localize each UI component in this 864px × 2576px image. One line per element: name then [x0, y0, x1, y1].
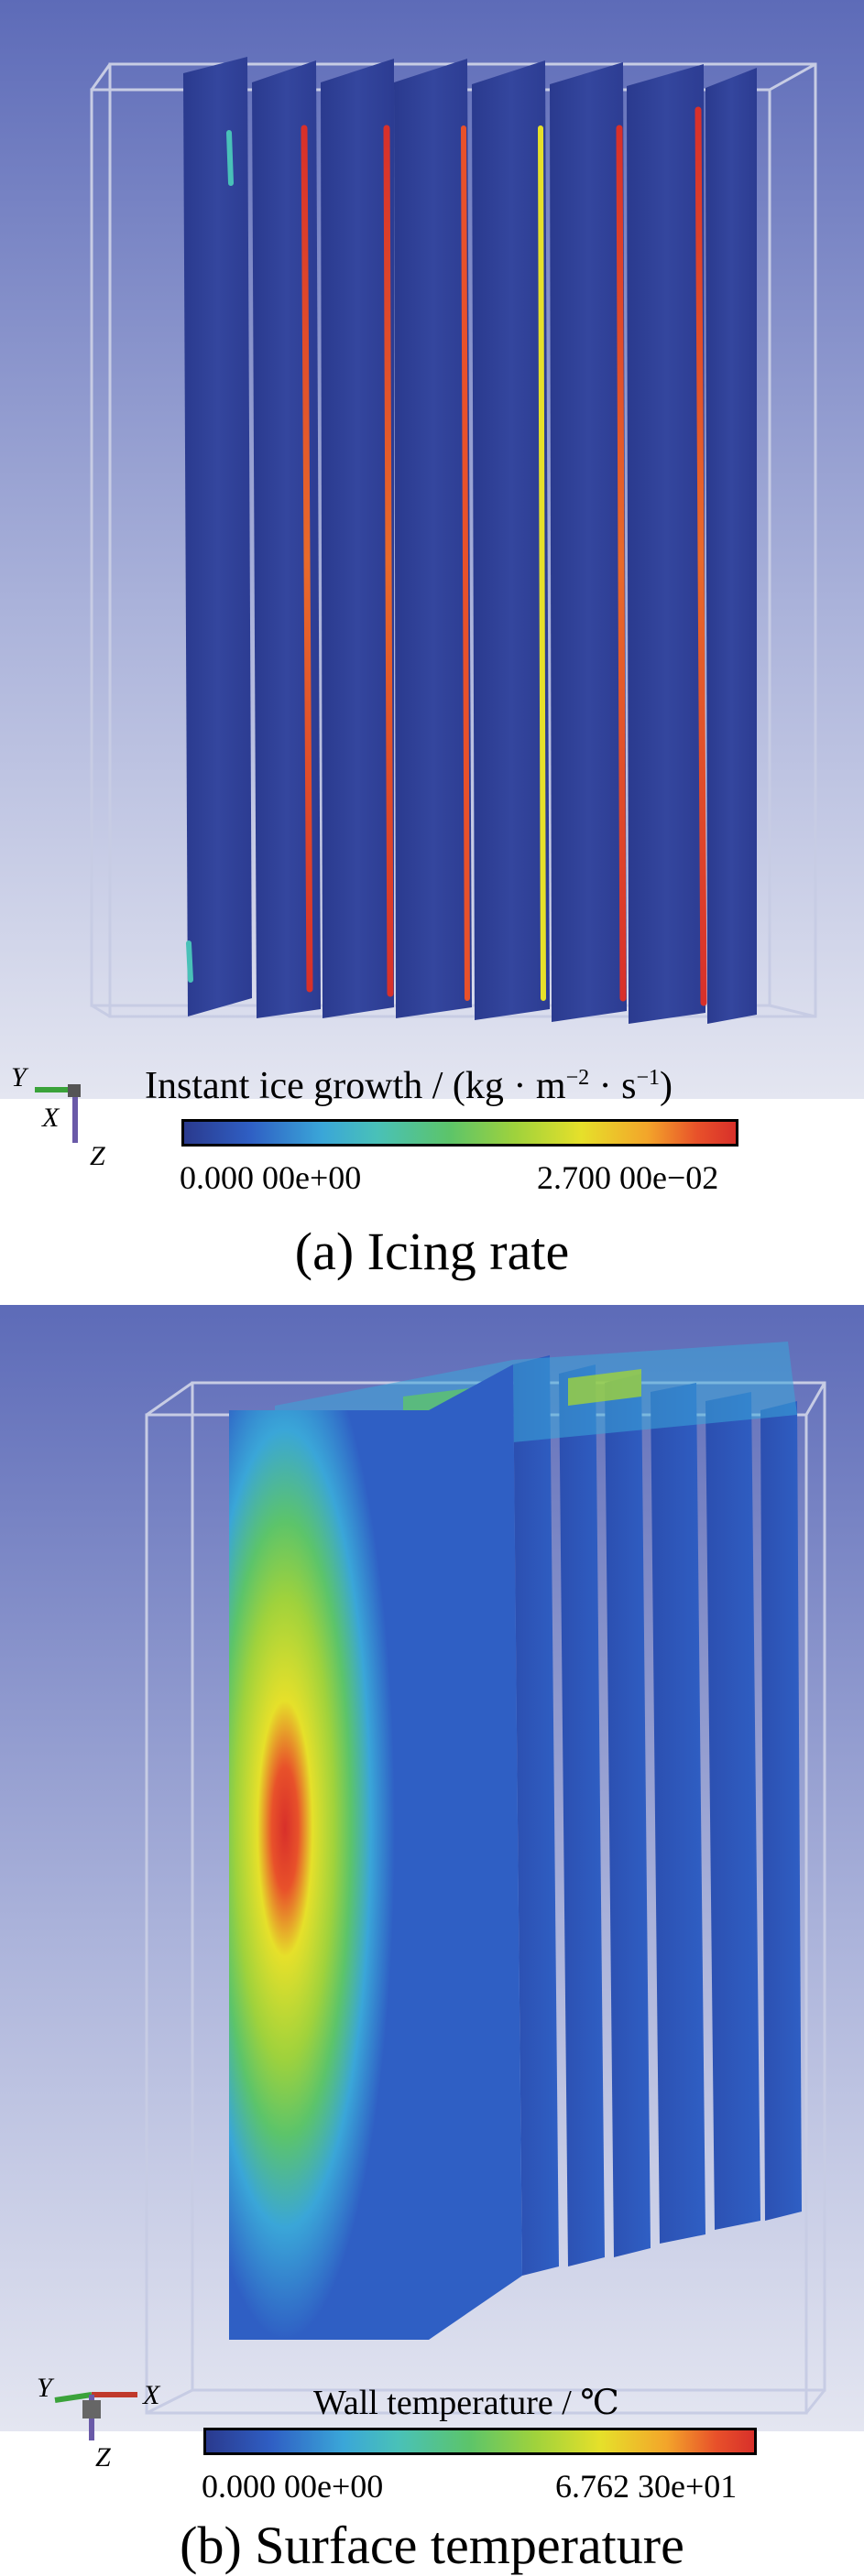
axis-y-arrow [54, 2392, 93, 2403]
fin-back-4 [651, 1383, 705, 2244]
axis-label-y: Y [37, 2373, 55, 2403]
fin-8 [705, 68, 757, 1024]
axis-label-x: X [41, 1103, 60, 1133]
axis-origin [68, 1084, 81, 1097]
axis-label-x: X [142, 2380, 161, 2410]
caption: (b) Surface temperature [180, 2516, 684, 2575]
axis-label-z: Z [95, 2442, 111, 2473]
colorbar-min-label: 0.000 00e+00 [180, 1159, 362, 1196]
fin-back-5 [705, 1392, 760, 2230]
axis-triad [54, 2392, 137, 2440]
fin-array [183, 57, 757, 1024]
fin-back-1 [513, 1355, 559, 2276]
fin-back-3 [605, 1374, 651, 2257]
fin-5 [472, 60, 550, 1020]
fin-7 [627, 64, 705, 1024]
heated-wall [229, 1410, 429, 2340]
colorbar [203, 2428, 757, 2455]
panel-surface-temperature: Y X Z Wall temperature / ℃ 0.000 00e+00 … [0, 1305, 864, 2576]
legend-title: Instant ice growth / (kg · m−2 · s−1) [145, 1065, 673, 1107]
fin-array [229, 1342, 802, 2340]
fin-back-6 [760, 1401, 802, 2221]
axis-label-z: Z [90, 1141, 105, 1171]
colorbar [181, 1119, 738, 1147]
axis-triad [35, 1084, 81, 1143]
axis-label-y: Y [11, 1062, 29, 1092]
side-wall [429, 1364, 522, 2340]
colorbar-max-label: 6.762 30e+01 [555, 2468, 738, 2505]
legend-title: Wall temperature / ℃ [313, 2384, 619, 2422]
colorbar-max-label: 2.700 00e−02 [537, 1159, 719, 1196]
colorbar-min-label: 0.000 00e+00 [202, 2468, 384, 2505]
icing-rate-render: Y X Z [0, 0, 864, 1171]
fin-3 [321, 59, 394, 1018]
panel-icing-rate: Y X Z Instant ice growth / (kg · m−2 · s… [0, 0, 864, 1281]
fin-1 [183, 57, 252, 1016]
caption: (a) Icing rate [294, 1222, 570, 1281]
fin-back-2 [559, 1364, 605, 2266]
ice-streaks [186, 106, 707, 1006]
surface-temperature-render: Y X Z [0, 1305, 864, 2473]
axis-origin [82, 2400, 101, 2418]
fin-6 [550, 62, 627, 1022]
fin-4 [394, 59, 472, 1018]
